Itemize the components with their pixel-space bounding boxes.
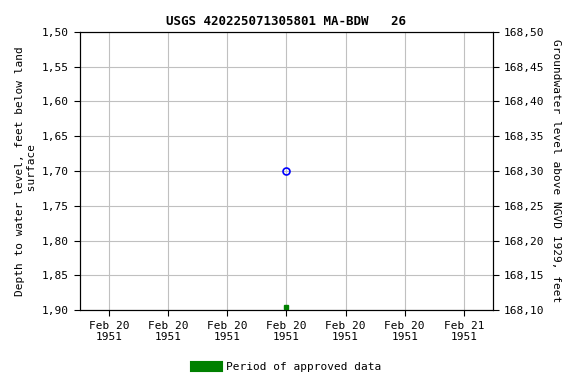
Y-axis label: Depth to water level, feet below land
 surface: Depth to water level, feet below land su… (15, 46, 37, 296)
Legend: Period of approved data: Period of approved data (191, 358, 385, 377)
Y-axis label: Groundwater level above NGVD 1929, feet: Groundwater level above NGVD 1929, feet (551, 40, 561, 303)
Title: USGS 420225071305801 MA-BDW   26: USGS 420225071305801 MA-BDW 26 (166, 15, 407, 28)
